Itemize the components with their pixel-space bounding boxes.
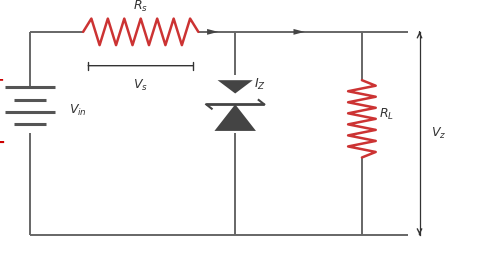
Text: $R_s$: $R_s$	[133, 0, 148, 14]
Text: +: +	[0, 73, 4, 87]
Polygon shape	[215, 104, 256, 131]
Text: $R_L$: $R_L$	[379, 106, 395, 122]
Text: $V_z$: $V_z$	[431, 126, 446, 141]
Text: $V_s$: $V_s$	[133, 78, 148, 93]
Text: $V_{in}$: $V_{in}$	[69, 103, 87, 118]
Text: −: −	[0, 134, 5, 152]
Text: $I_Z$: $I_Z$	[253, 77, 265, 92]
Polygon shape	[293, 29, 305, 35]
Polygon shape	[217, 80, 253, 94]
Polygon shape	[207, 29, 218, 35]
